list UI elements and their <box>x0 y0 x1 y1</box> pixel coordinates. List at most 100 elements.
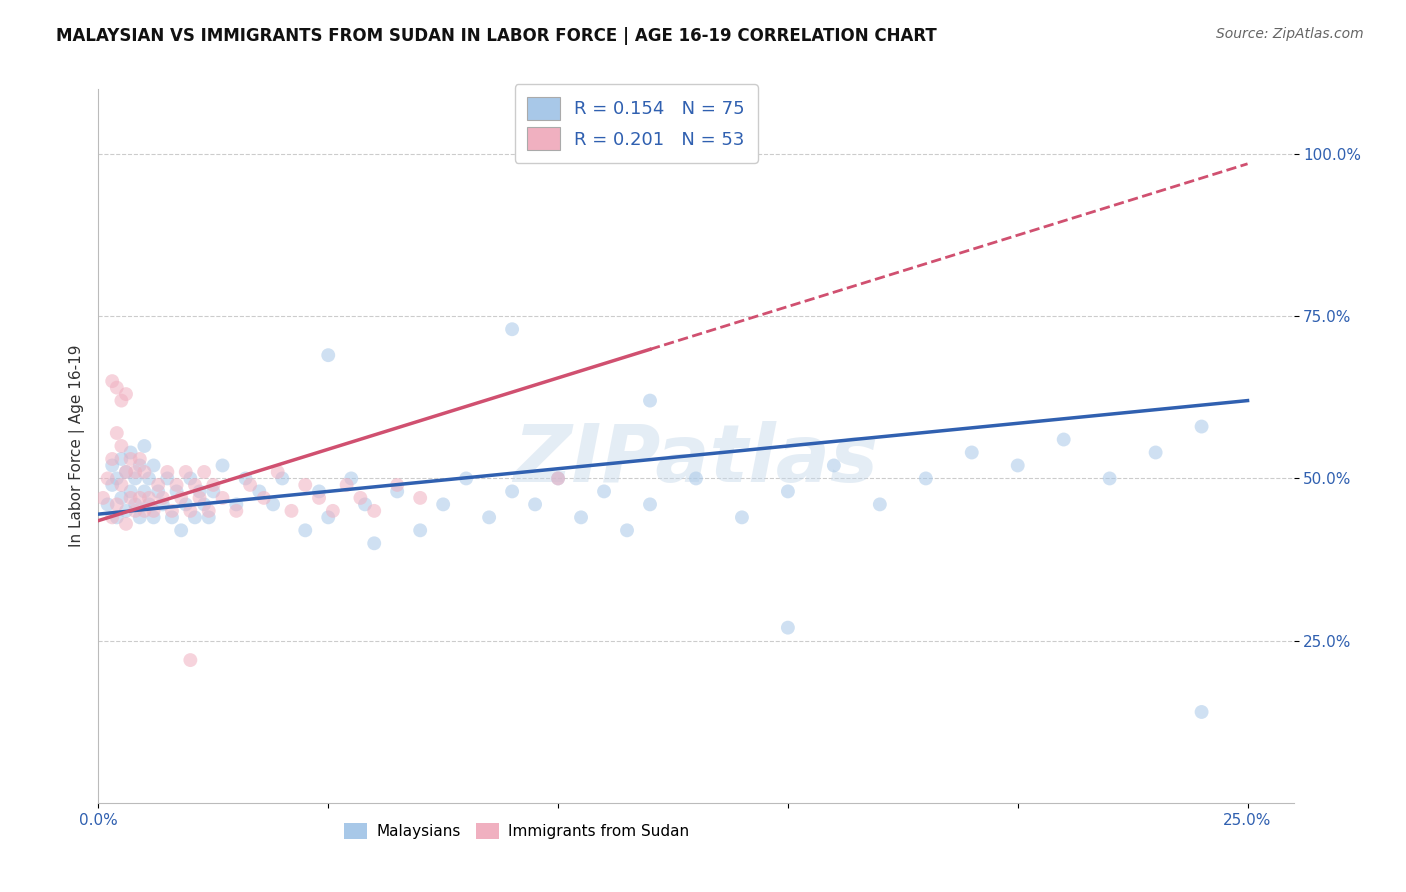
Point <box>115 387 138 401</box>
Point <box>685 471 707 485</box>
Point <box>1098 471 1121 485</box>
Point <box>110 452 132 467</box>
Point <box>638 393 661 408</box>
Point <box>202 478 225 492</box>
Point <box>110 393 132 408</box>
Point <box>148 478 170 492</box>
Text: ZIPatlas: ZIPatlas <box>513 421 879 500</box>
Point <box>128 452 150 467</box>
Legend: Malaysians, Immigrants from Sudan: Malaysians, Immigrants from Sudan <box>337 817 696 845</box>
Point <box>101 458 124 473</box>
Point <box>134 484 156 499</box>
Point <box>225 504 247 518</box>
Point <box>128 458 150 473</box>
Point <box>174 465 197 479</box>
Point <box>409 524 432 538</box>
Point <box>120 445 142 459</box>
Point <box>142 504 165 518</box>
Point <box>869 497 891 511</box>
Point <box>179 504 201 518</box>
Point <box>616 524 638 538</box>
Point <box>166 484 188 499</box>
Point <box>569 510 592 524</box>
Point <box>160 510 183 524</box>
Point <box>316 348 339 362</box>
Point <box>120 484 142 499</box>
Point <box>101 374 124 388</box>
Y-axis label: In Labor Force | Age 16-19: In Labor Force | Age 16-19 <box>69 344 84 548</box>
Point <box>280 504 302 518</box>
Point <box>524 497 547 511</box>
Point <box>115 516 138 531</box>
Point <box>170 491 193 505</box>
Point <box>188 484 211 499</box>
Point <box>456 471 478 485</box>
Point <box>105 471 128 485</box>
Point <box>267 465 290 479</box>
Point <box>184 510 207 524</box>
Point <box>316 510 339 524</box>
Point <box>385 478 409 492</box>
Point <box>91 491 114 505</box>
Point <box>142 458 165 473</box>
Point <box>179 471 201 485</box>
Point <box>823 458 845 473</box>
Point <box>124 497 146 511</box>
Point <box>124 471 146 485</box>
Point <box>247 484 270 499</box>
Point <box>322 504 344 518</box>
Point <box>354 497 377 511</box>
Point <box>101 510 124 524</box>
Point <box>363 504 385 518</box>
Point <box>156 465 179 479</box>
Point <box>193 497 215 511</box>
Point <box>336 478 359 492</box>
Point <box>179 653 201 667</box>
Point <box>731 510 754 524</box>
Point <box>1191 419 1213 434</box>
Point <box>239 478 262 492</box>
Point <box>914 471 936 485</box>
Point <box>340 471 363 485</box>
Point <box>262 497 284 511</box>
Point <box>142 510 165 524</box>
Point <box>134 439 156 453</box>
Point <box>115 504 138 518</box>
Point <box>1007 458 1029 473</box>
Point <box>271 471 294 485</box>
Point <box>294 524 316 538</box>
Point <box>105 425 128 440</box>
Point <box>501 322 523 336</box>
Point <box>110 439 132 453</box>
Point <box>363 536 385 550</box>
Point <box>225 497 247 511</box>
Point <box>1053 433 1076 447</box>
Point <box>385 484 409 499</box>
Point <box>128 491 150 505</box>
Point <box>152 497 174 511</box>
Point <box>152 491 174 505</box>
Point <box>128 510 150 524</box>
Point <box>124 465 146 479</box>
Point <box>110 491 132 505</box>
Point <box>478 510 501 524</box>
Point <box>211 491 233 505</box>
Point <box>174 497 197 511</box>
Point <box>202 484 225 499</box>
Point <box>253 491 276 505</box>
Point <box>115 465 138 479</box>
Point <box>308 484 330 499</box>
Point <box>160 504 183 518</box>
Point <box>138 471 160 485</box>
Point <box>1144 445 1167 459</box>
Point <box>593 484 616 499</box>
Point <box>409 491 432 505</box>
Point <box>97 497 120 511</box>
Point <box>134 504 156 518</box>
Point <box>547 471 569 485</box>
Point <box>105 497 128 511</box>
Point <box>776 621 799 635</box>
Text: Source: ZipAtlas.com: Source: ZipAtlas.com <box>1216 27 1364 41</box>
Point <box>138 497 160 511</box>
Point <box>294 478 316 492</box>
